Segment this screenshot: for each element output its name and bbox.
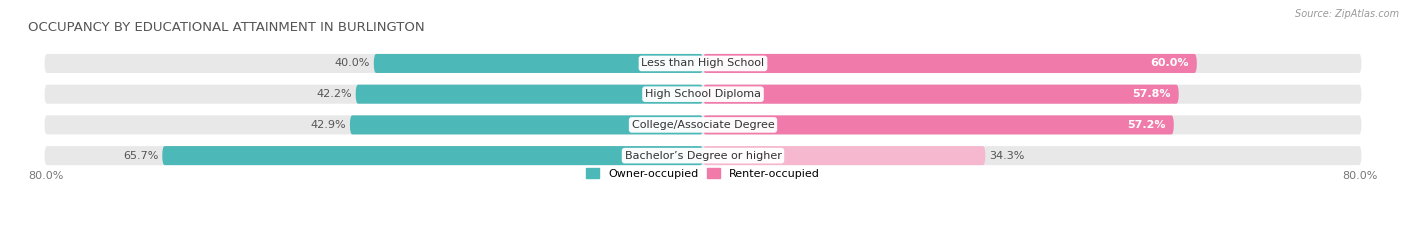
FancyBboxPatch shape	[703, 146, 986, 165]
FancyBboxPatch shape	[703, 85, 1178, 104]
FancyBboxPatch shape	[703, 54, 1197, 73]
FancyBboxPatch shape	[45, 85, 1361, 104]
Text: High School Diploma: High School Diploma	[645, 89, 761, 99]
Text: Source: ZipAtlas.com: Source: ZipAtlas.com	[1295, 9, 1399, 19]
FancyBboxPatch shape	[45, 146, 1361, 165]
Text: 80.0%: 80.0%	[28, 171, 63, 181]
Text: 42.2%: 42.2%	[316, 89, 352, 99]
Text: 34.3%: 34.3%	[990, 151, 1025, 161]
Text: 57.8%: 57.8%	[1132, 89, 1170, 99]
Text: 80.0%: 80.0%	[1343, 171, 1378, 181]
FancyBboxPatch shape	[356, 85, 703, 104]
Text: OCCUPANCY BY EDUCATIONAL ATTAINMENT IN BURLINGTON: OCCUPANCY BY EDUCATIONAL ATTAINMENT IN B…	[28, 21, 425, 34]
FancyBboxPatch shape	[703, 115, 1174, 134]
FancyBboxPatch shape	[45, 54, 1361, 73]
Text: Less than High School: Less than High School	[641, 58, 765, 69]
Text: 65.7%: 65.7%	[122, 151, 157, 161]
Text: College/Associate Degree: College/Associate Degree	[631, 120, 775, 130]
Text: 60.0%: 60.0%	[1150, 58, 1188, 69]
FancyBboxPatch shape	[45, 115, 1361, 134]
Text: 40.0%: 40.0%	[335, 58, 370, 69]
Legend: Owner-occupied, Renter-occupied: Owner-occupied, Renter-occupied	[581, 164, 825, 183]
Text: Bachelor’s Degree or higher: Bachelor’s Degree or higher	[624, 151, 782, 161]
FancyBboxPatch shape	[374, 54, 703, 73]
Text: 57.2%: 57.2%	[1128, 120, 1166, 130]
FancyBboxPatch shape	[162, 146, 703, 165]
FancyBboxPatch shape	[350, 115, 703, 134]
Text: 42.9%: 42.9%	[311, 120, 346, 130]
